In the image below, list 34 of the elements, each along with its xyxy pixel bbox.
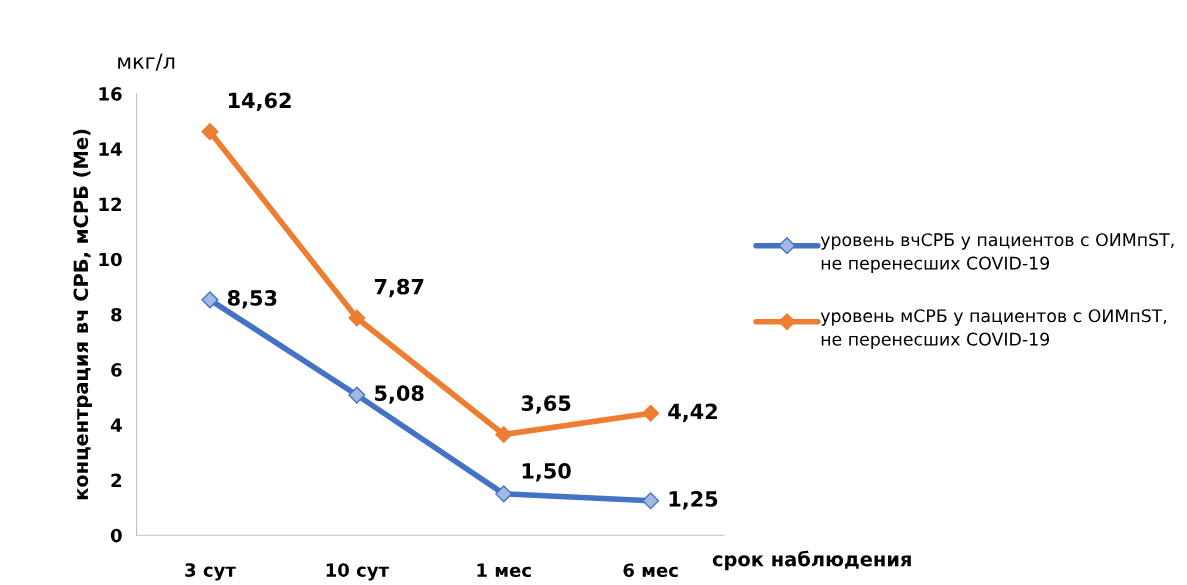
point	[642, 492, 660, 510]
y-tick-label: 14	[99, 142, 122, 156]
point	[201, 291, 219, 309]
point	[642, 404, 660, 422]
y-tick-label: 12	[99, 197, 122, 211]
y-tick-label: 6	[111, 363, 122, 377]
point	[201, 123, 219, 141]
x-tick-label: 10 сут	[326, 563, 389, 581]
data-label: 5,08	[375, 385, 424, 404]
y-tick-label: 16	[99, 87, 122, 101]
x-axis-title: срок наблюдения	[712, 550, 911, 571]
y-tick-label: 8	[111, 307, 122, 322]
y-tick-label: 10	[99, 252, 122, 267]
point	[495, 485, 513, 503]
data-label: 3,65	[521, 395, 571, 414]
data-label: 7,87	[374, 278, 424, 298]
y-tick-label: 2	[111, 473, 122, 487]
legend-label: уровень мСРБ у пациентов с ОИМпST, не перенесших COVID-19	[820, 309, 1167, 350]
data-label: 1,50	[522, 462, 571, 482]
legend-label: уровень вчСРБ у пациентов с ОИМпST, не перенесших COVID-19	[820, 233, 1174, 274]
y-axis-title: концентрация вч СРБ, мСРБ (Ме)	[73, 129, 92, 500]
x-tick-label: 3 сут	[185, 563, 236, 581]
point	[348, 309, 366, 327]
data-label: 8,53	[227, 290, 277, 309]
text: мкг/л	[118, 53, 175, 71]
data-label: 4,42	[668, 403, 717, 422]
data-label: 14,62	[228, 92, 291, 111]
x-tick-label: 1 мес	[477, 563, 531, 578]
point	[348, 386, 366, 404]
x-tick-label: 6 мес	[623, 563, 678, 578]
y-tick-label: 4	[110, 418, 122, 432]
point	[495, 425, 513, 444]
y-tick-label: 0	[110, 528, 122, 543]
data-label: 1,25	[669, 491, 718, 510]
